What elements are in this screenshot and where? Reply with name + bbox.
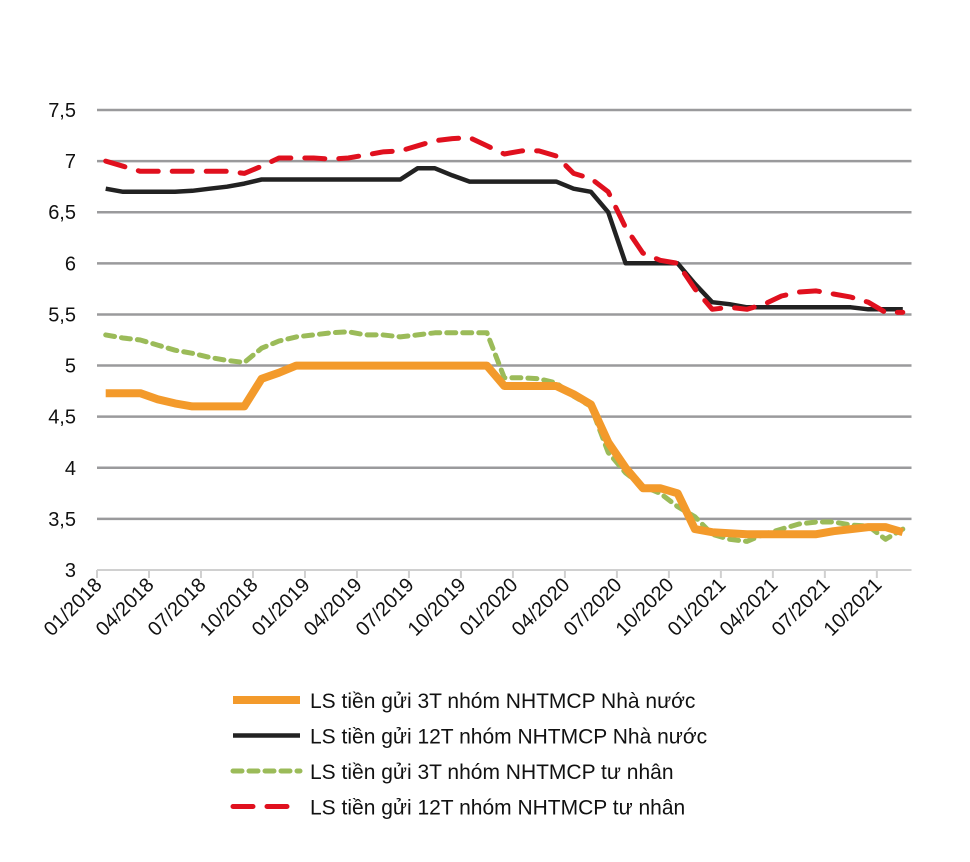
y-tick-label: 6,5 [48, 202, 76, 224]
y-tick-label: 5 [65, 356, 76, 378]
y-tick-label: 5,5 [48, 304, 76, 326]
y-tick-label: 7,5 [48, 100, 76, 122]
y-tick-label: 4 [65, 458, 76, 480]
x-axis: 01/201804/201807/201810/201801/201904/20… [40, 569, 912, 641]
x-tick-label: 10/2021 [820, 574, 887, 641]
y-tick-label: 3,5 [48, 509, 76, 531]
series-lines [103, 135, 906, 544]
series-line-4 [103, 135, 906, 315]
y-tick-label: 3 [65, 560, 76, 582]
legend-label: LS tiền gửi 12T nhóm NHTMCP Nhà nước [310, 726, 707, 749]
series-line-2 [105, 166, 903, 312]
y-tick-label: 6 [65, 253, 76, 275]
y-axis: 3 3,5 4 4,5 5 5,5 6 6,5 7 7,5 [48, 100, 76, 582]
gridlines [97, 108, 912, 521]
legend-label: LS tiền gửi 3T nhóm NHTMCP tư nhân [310, 761, 674, 784]
legend: LS tiền gửi 3T nhóm NHTMCP Nhà nước LS ti… [230, 690, 707, 820]
y-tick-label: 4,5 [48, 407, 76, 429]
y-tick-label: 7 [65, 151, 76, 173]
legend-label: LS tiền gửi 3T nhóm NHTMCP Nhà nước [310, 690, 695, 713]
series-line-3 [103, 329, 906, 544]
legend-label: LS tiền gửi 12T nhóm NHTMCP tư nhân [310, 797, 685, 820]
series-line-1 [105, 361, 904, 539]
